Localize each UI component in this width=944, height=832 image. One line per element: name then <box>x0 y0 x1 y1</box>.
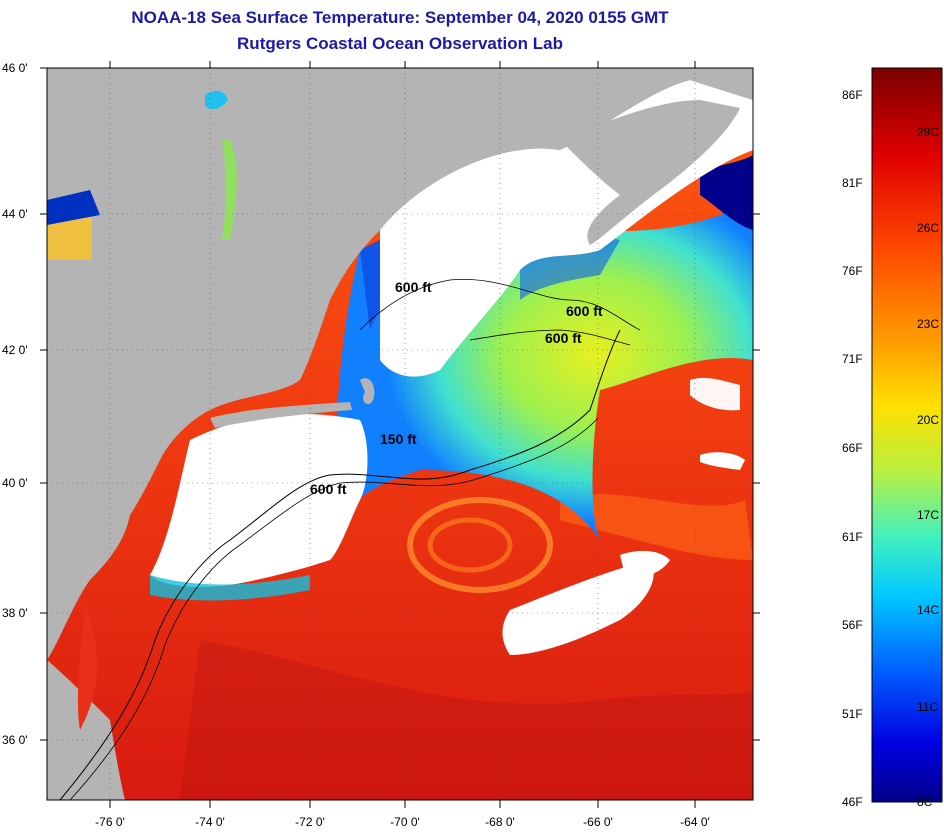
axis-ticks <box>40 61 760 808</box>
map-subtitle: Rutgers Coastal Ocean Observation Lab <box>237 34 563 53</box>
lon-label-66: -66 0' <box>583 815 613 829</box>
contour-label-600ft-gom: 600 ft <box>395 279 432 295</box>
contour-label-600ft-shelf: 600 ft <box>310 481 347 497</box>
colorbar-c-8: 8C <box>917 795 933 809</box>
contour-label-600ft-ne: 600 ft <box>566 303 603 319</box>
colorbar-c-17: 17C <box>917 508 939 522</box>
lat-label-44: 44 0' <box>2 207 28 221</box>
colorbar-f-71: 71F <box>842 352 863 366</box>
colorbar-f-56: 56F <box>842 618 863 632</box>
lat-label-40: 40 0' <box>2 476 28 490</box>
contour-label-600ft-georges: 600 ft <box>545 330 582 346</box>
lat-label-46: 46 0' <box>2 61 28 75</box>
colorbar-c-23: 23C <box>917 317 939 331</box>
colorbar-f-66: 66F <box>842 441 863 455</box>
lon-label-64: -64 0' <box>680 815 710 829</box>
lon-label-68: -68 0' <box>485 815 515 829</box>
colorbar-c-11: 11C <box>917 700 938 714</box>
colorbar: 86F 81F 76F 71F 66F 61F 56F 51F 46F 29C … <box>842 67 943 809</box>
map-title: NOAA-18 Sea Surface Temperature: Septemb… <box>131 8 669 27</box>
colorbar-f-81: 81F <box>842 176 863 190</box>
colorbar-f-51: 51F <box>842 707 863 721</box>
colorbar-c-14: 14C <box>917 603 939 617</box>
lat-label-36: 36 0' <box>2 733 28 747</box>
lon-label-70: -70 0' <box>390 815 420 829</box>
lon-label-76: -76 0' <box>95 815 125 829</box>
colorbar-f-76: 76F <box>842 264 863 278</box>
lon-label-74: -74 0' <box>195 815 225 829</box>
colorbar-f-46: 46F <box>842 795 863 809</box>
lat-label-38: 38 0' <box>2 606 28 620</box>
lon-label-72: -72 0' <box>295 815 325 829</box>
colorbar-scale <box>871 67 943 803</box>
colorbar-c-29: 29C <box>917 125 939 139</box>
colorbar-c-26: 26C <box>917 221 939 235</box>
contour-label-150ft: 150 ft <box>380 431 417 447</box>
lat-label-42: 42 0' <box>2 343 28 357</box>
colorbar-f-86: 86F <box>842 88 863 102</box>
sst-field <box>47 68 753 800</box>
colorbar-f-61: 61F <box>842 530 863 544</box>
colorbar-c-20: 20C <box>917 413 939 427</box>
